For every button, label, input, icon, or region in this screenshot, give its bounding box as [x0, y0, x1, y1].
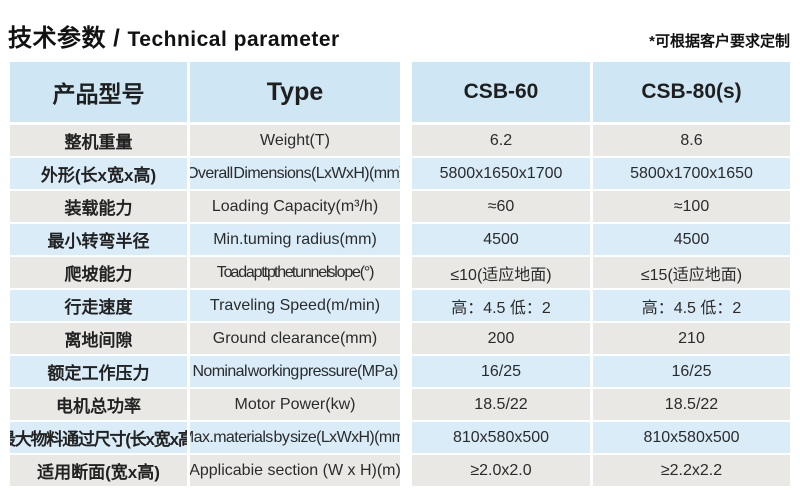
cell-csb60-value: 6.2 [412, 125, 590, 156]
table-row-traveling-speed: 行走速度 Traveling Speed(m/min) 高：4.5 低：2 高：… [10, 290, 790, 321]
cell-en-label: Motor Power(kw) [190, 389, 400, 420]
header-csb80s: CSB-80(s) [593, 62, 790, 122]
table-row-max-material-size: 最大物料通过尺寸(长x宽x高) Max.materials by size(Lx… [10, 422, 790, 453]
cell-cn-label: 整机重量 [10, 125, 187, 156]
page-title: 技术参数 / Technical parameter [8, 18, 340, 53]
table-row-tunnel-slope: 爬坡能力 To adapt tp the tunnel slope(°) ≤10… [10, 257, 790, 288]
cell-csb60-value: ≥2.0x2.0 [412, 455, 590, 486]
cell-cn-label: 离地间隙 [10, 323, 187, 354]
cell-csb80-value: 4500 [593, 224, 790, 255]
cell-csb60-value: 4500 [412, 224, 590, 255]
cell-en-label: To adapt tp the tunnel slope(°) [190, 257, 400, 288]
cell-cn-label: 最小转弯半径 [10, 224, 187, 255]
cell-en-label: Applicabie section (W x H)(m) [190, 455, 400, 486]
header-csb60: CSB-60 [412, 62, 590, 122]
cell-cn-label: 行走速度 [10, 290, 187, 321]
table-row-overall-dimensions: 外形(长x宽x高) Overall Dimensions(LxWxH)(mm) … [10, 158, 790, 189]
cell-csb80-value: 8.6 [593, 125, 790, 156]
table-row-working-pressure: 额定工作压力 Nominal working pressure(MPa) 16/… [10, 356, 790, 387]
cell-csb60-value: 高：4.5 低：2 [412, 290, 590, 321]
table-row-applicable-section: 适用断面(宽x高) Applicabie section (W x H)(m) … [10, 455, 790, 486]
cell-csb80-value: 5800x1700x1650 [593, 158, 790, 189]
table-row-weight: 整机重量 Weight(T) 6.2 8.6 [10, 125, 790, 156]
cell-csb80-value: 810x580x500 [593, 422, 790, 453]
cell-csb80-value: 18.5/22 [593, 389, 790, 420]
cell-csb80-value: 16/25 [593, 356, 790, 387]
cell-csb60-value: 5800x1650x1700 [412, 158, 590, 189]
cell-cn-label: 爬坡能力 [10, 257, 187, 288]
cell-cn-label: 电机总功率 [10, 389, 187, 420]
cell-csb80-value: ≈100 [593, 191, 790, 222]
cell-en-label: Loading Capacity(m³/h) [190, 191, 400, 222]
cell-csb80-value: ≥2.2x2.2 [593, 455, 790, 486]
technical-parameter-table: 产品型号 Type CSB-60 CSB-80(s) 整机重量 Weight(T… [10, 62, 790, 488]
header-product-model: 产品型号 [10, 62, 187, 122]
page-title-cn: 技术参数 [8, 25, 106, 52]
cell-cn-label: 装载能力 [10, 191, 187, 222]
cell-cn-label: 外形(长x宽x高) [10, 158, 187, 189]
cell-csb60-value: ≈60 [412, 191, 590, 222]
page-title-en: Technical parameter [127, 28, 340, 51]
title-separator: / [106, 25, 128, 52]
customization-note: *可根据客户要求定制 [649, 33, 790, 50]
cell-cn-label: 额定工作压力 [10, 356, 187, 387]
table-row-motor-power: 电机总功率 Motor Power(kw) 18.5/22 18.5/22 [10, 389, 790, 420]
cell-cn-label: 适用断面(宽x高) [10, 455, 187, 486]
cell-cn-label: 最大物料通过尺寸(长x宽x高) [10, 422, 187, 453]
cell-csb60-value: ≤10(适应地面) [412, 257, 590, 288]
cell-en-label: Overall Dimensions(LxWxH)(mm) [190, 158, 400, 189]
page-header: 技术参数 / Technical parameter *可根据客户要求定制 [8, 18, 790, 53]
cell-en-label: Max.materials by size(LxWxH)(mm) [190, 422, 400, 453]
cell-en-label: Traveling Speed(m/min) [190, 290, 400, 321]
cell-csb80-value: 高：4.5 低：2 [593, 290, 790, 321]
header-type: Type [190, 62, 400, 122]
cell-en-label: Ground clearance(mm) [190, 323, 400, 354]
cell-csb60-value: 200 [412, 323, 590, 354]
table-row-loading-capacity: 装载能力 Loading Capacity(m³/h) ≈60 ≈100 [10, 191, 790, 222]
table-body: 整机重量 Weight(T) 6.2 8.6 外形(长x宽x高) Overall… [10, 125, 790, 486]
cell-en-label: Min.tuming radius(mm) [190, 224, 400, 255]
cell-csb80-value: 210 [593, 323, 790, 354]
table-header-row: 产品型号 Type CSB-60 CSB-80(s) [10, 62, 790, 122]
cell-csb60-value: 18.5/22 [412, 389, 590, 420]
cell-csb60-value: 16/25 [412, 356, 590, 387]
cell-csb60-value: 810x580x500 [412, 422, 590, 453]
cell-en-label: Weight(T) [190, 125, 400, 156]
table-row-min-turning-radius: 最小转弯半径 Min.tuming radius(mm) 4500 4500 [10, 224, 790, 255]
table-row-ground-clearance: 离地间隙 Ground clearance(mm) 200 210 [10, 323, 790, 354]
cell-csb80-value: ≤15(适应地面) [593, 257, 790, 288]
cell-en-label: Nominal working pressure(MPa) [190, 356, 400, 387]
